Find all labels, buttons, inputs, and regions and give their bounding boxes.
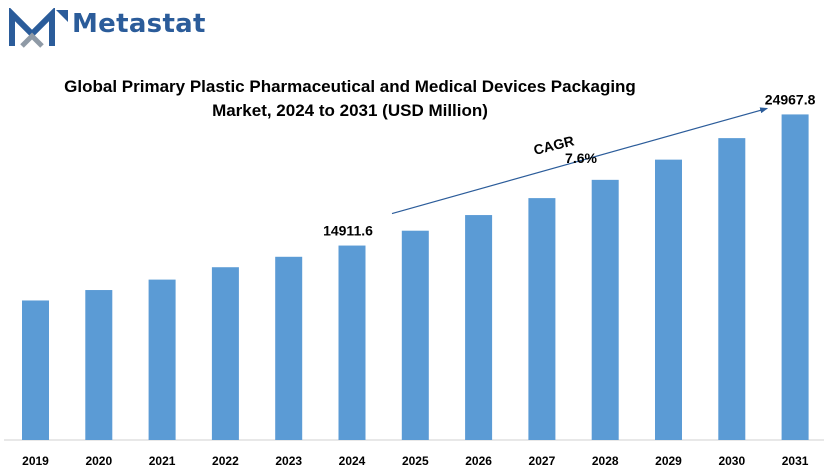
x-tick-label: 2028 bbox=[592, 454, 619, 468]
bar-2023 bbox=[275, 256, 303, 440]
bar-2027 bbox=[528, 198, 556, 440]
bar-2025 bbox=[401, 230, 429, 440]
x-tick-label: 2025 bbox=[402, 454, 429, 468]
bars-group bbox=[22, 114, 809, 441]
data-label-2031: 24967.8 bbox=[765, 91, 816, 107]
bar-2031 bbox=[781, 114, 809, 440]
x-tick-label: 2021 bbox=[149, 454, 176, 468]
cagr-arrow bbox=[391, 107, 769, 215]
x-tick-label: 2023 bbox=[275, 454, 302, 468]
x-tick-label: 2026 bbox=[465, 454, 492, 468]
bar-2026 bbox=[465, 215, 493, 440]
bar-2021 bbox=[148, 279, 176, 440]
bar-2028 bbox=[591, 179, 619, 441]
bar-2029 bbox=[655, 159, 682, 440]
chart-title: Global Primary Plastic Pharmaceutical an… bbox=[30, 75, 670, 123]
cagr-value: 7.6% bbox=[565, 150, 597, 166]
x-tick-label: 2020 bbox=[85, 454, 112, 468]
brand-name: Metastat bbox=[72, 9, 206, 39]
chart-title-line-1: Global Primary Plastic Pharmaceutical an… bbox=[64, 77, 636, 96]
data-labels: 14911.6 24967.8 bbox=[323, 91, 816, 238]
data-label-2024: 14911.6 bbox=[323, 223, 373, 239]
bar-2024 bbox=[338, 245, 366, 440]
x-tick-label: 2030 bbox=[718, 454, 745, 468]
x-tick-label: 2031 bbox=[782, 454, 809, 468]
x-tick-labels: 2019 2020 2021 2022 2023 2024 2025 2026 2027 2028… bbox=[22, 454, 809, 468]
bar-2022 bbox=[211, 267, 239, 440]
logo-m-icon bbox=[9, 8, 68, 48]
x-tick-label: 2024 bbox=[339, 454, 366, 468]
x-tick-label: 2022 bbox=[212, 454, 239, 468]
bar-2019 bbox=[22, 300, 49, 440]
x-tick-label: 2029 bbox=[655, 454, 682, 468]
metastat-logo bbox=[9, 8, 68, 48]
bar-2030 bbox=[718, 138, 746, 440]
x-tick-label: 2019 bbox=[22, 454, 49, 468]
bar-2020 bbox=[85, 290, 113, 440]
chart-title-line-2: Market, 2024 to 2031 (USD Million) bbox=[212, 101, 488, 120]
x-tick-label: 2027 bbox=[529, 454, 556, 468]
